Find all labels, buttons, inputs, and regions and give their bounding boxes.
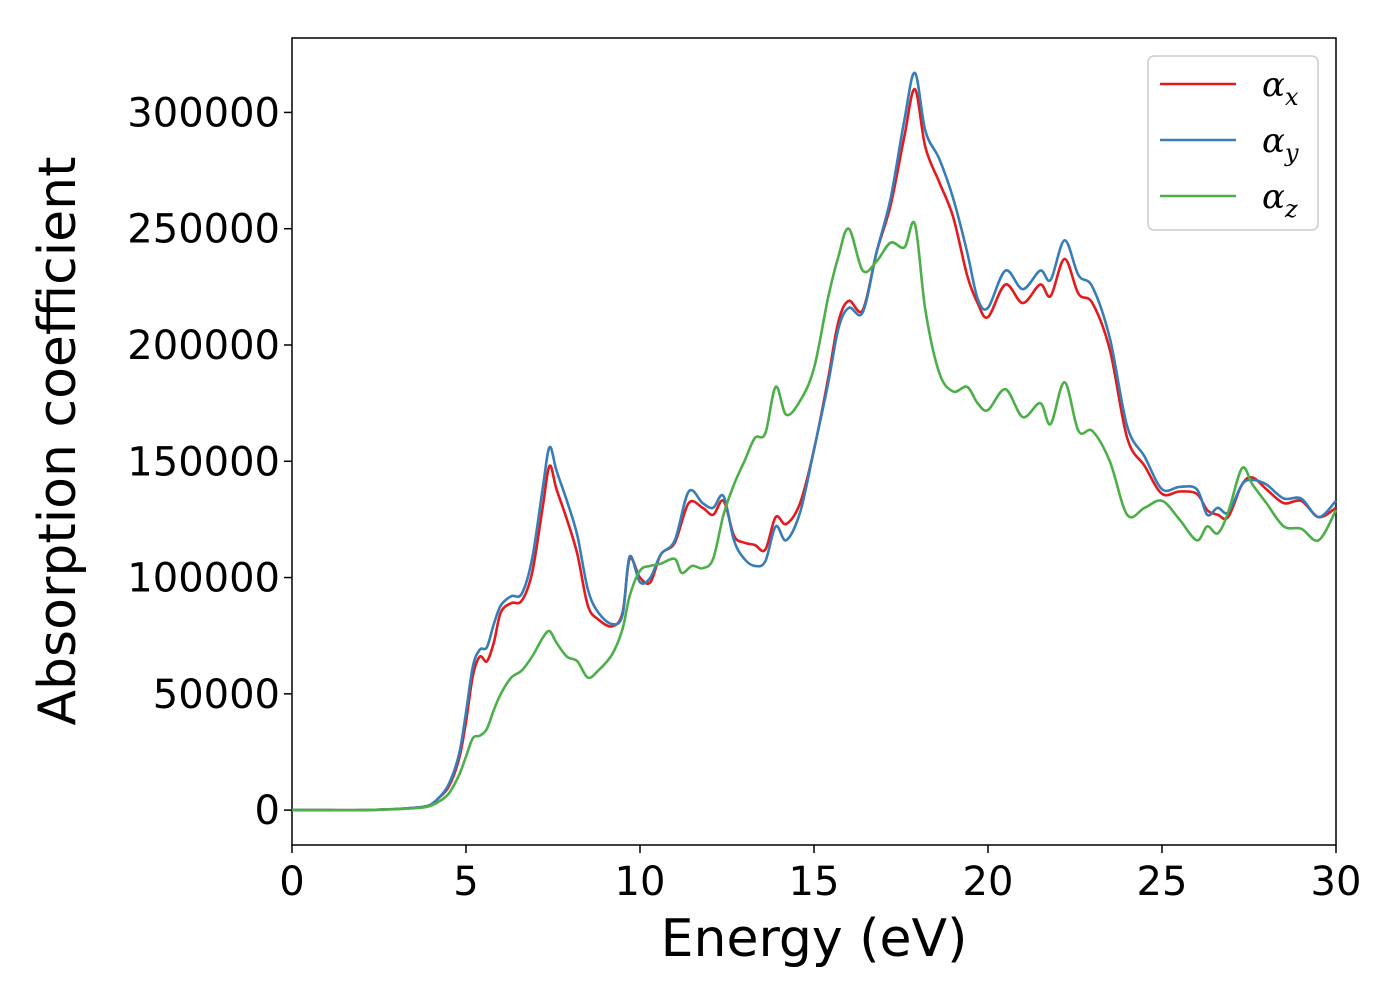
x-axis: 0 5 10 15 20 25 30 <box>279 845 1361 905</box>
y-tick-label: 300000 <box>127 90 280 136</box>
x-tick-label: 30 <box>1311 859 1362 905</box>
x-axis-title: Energy (eV) <box>661 909 968 969</box>
x-tick-label: 25 <box>1137 859 1188 905</box>
y-tick-label: 50000 <box>153 672 280 718</box>
y-axis: 0 50000 100000 150000 200000 250000 300000 <box>127 90 292 834</box>
series-line-x <box>292 87 1337 812</box>
y-tick-label: 100000 <box>127 556 280 602</box>
y-tick-label: 250000 <box>127 207 280 253</box>
x-tick-label: 10 <box>615 859 666 905</box>
series-line-y <box>292 71 1337 812</box>
series-line-z <box>292 220 1338 812</box>
legend-frame <box>1147 55 1319 231</box>
series-group <box>292 71 1338 812</box>
y-tick-label: 0 <box>255 788 280 834</box>
y-axis-title: Absorption coefficient <box>28 156 88 725</box>
x-tick-label: 0 <box>279 859 304 905</box>
x-tick-label: 20 <box>963 859 1014 905</box>
legend-label: αz <box>1262 177 1298 223</box>
y-tick-label: 200000 <box>127 323 280 369</box>
x-tick-label: 15 <box>789 859 840 905</box>
y-tick-label: 150000 <box>127 439 280 485</box>
x-tick-label: 5 <box>453 859 478 905</box>
